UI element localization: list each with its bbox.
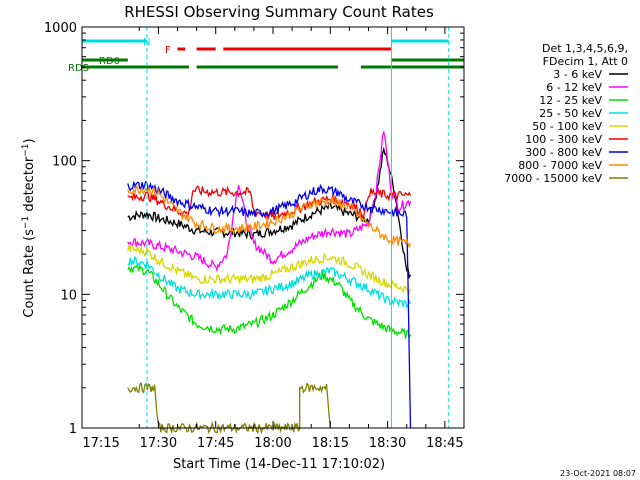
- chart-title: RHESSI Observing Summary Count Rates: [124, 3, 434, 21]
- series-line-5: [127, 243, 412, 296]
- y-tick-label: 1: [69, 422, 77, 437]
- series-line-6: [127, 185, 412, 220]
- y-axis-label: Count Rate (s−1 detector−1): [21, 138, 37, 317]
- timestamp: 23-Oct-2021 08:07: [560, 469, 636, 478]
- legend-label-7: 300 - 800 keV: [525, 146, 602, 159]
- x-axis: 17:15 17:30 17:45 18:00 18:15 18:30 18:45: [82, 27, 465, 451]
- legend-label-6: 100 - 300 keV: [525, 133, 602, 146]
- x-axis-label: Start Time (14-Dec-11 17:10:02): [173, 457, 385, 472]
- legend-header-line-1: Det 1,3,4,5,6,9,: [542, 42, 628, 55]
- series-line-8: [127, 184, 412, 249]
- y-tick-label: 100: [52, 155, 77, 170]
- flag-rd0-label: RD0: [99, 56, 120, 67]
- series-layer: [127, 130, 412, 435]
- x-tick-label: 17:45: [197, 436, 234, 451]
- y-axis: 1 10 100 1000: [44, 21, 464, 437]
- legend-label-9: 7000 - 15000 keV: [504, 172, 602, 185]
- y-tick-label: 10: [60, 288, 77, 303]
- legend: Det 1,3,4,5,6,9, FDecim 1, Att 0 3 - 6 k…: [504, 42, 628, 185]
- x-tick-label: 18:45: [426, 436, 463, 451]
- x-tick-label: 17:30: [140, 436, 177, 451]
- legend-label-8: 800 - 7000 keV: [518, 159, 602, 172]
- flag-f-label: F: [165, 45, 171, 56]
- x-tick-label: 18:15: [312, 436, 349, 451]
- legend-label-3: 12 - 25 keV: [539, 94, 602, 107]
- x-tick-label: 18:00: [254, 436, 291, 451]
- series-line-2: [127, 130, 412, 273]
- y-tick-label: 1000: [44, 21, 77, 36]
- legend-label-2: 6 - 12 keV: [546, 81, 602, 94]
- x-tick-label: 18:30: [369, 436, 406, 451]
- legend-header-line-2: FDecim 1, Att 0: [543, 55, 628, 68]
- flag-rds-label: RDS: [68, 63, 89, 74]
- status-flags: NFRD0RDS: [68, 37, 464, 74]
- legend-label-1: 3 - 6 keV: [553, 68, 602, 81]
- series-line-4: [127, 255, 412, 310]
- series-line-3: [127, 262, 412, 340]
- x-tick-label: 17:15: [82, 436, 119, 451]
- legend-label-5: 50 - 100 keV: [532, 120, 602, 133]
- series-line-9: [127, 382, 331, 435]
- series-line-7: [127, 180, 412, 429]
- legend-label-4: 25 - 50 keV: [539, 107, 602, 120]
